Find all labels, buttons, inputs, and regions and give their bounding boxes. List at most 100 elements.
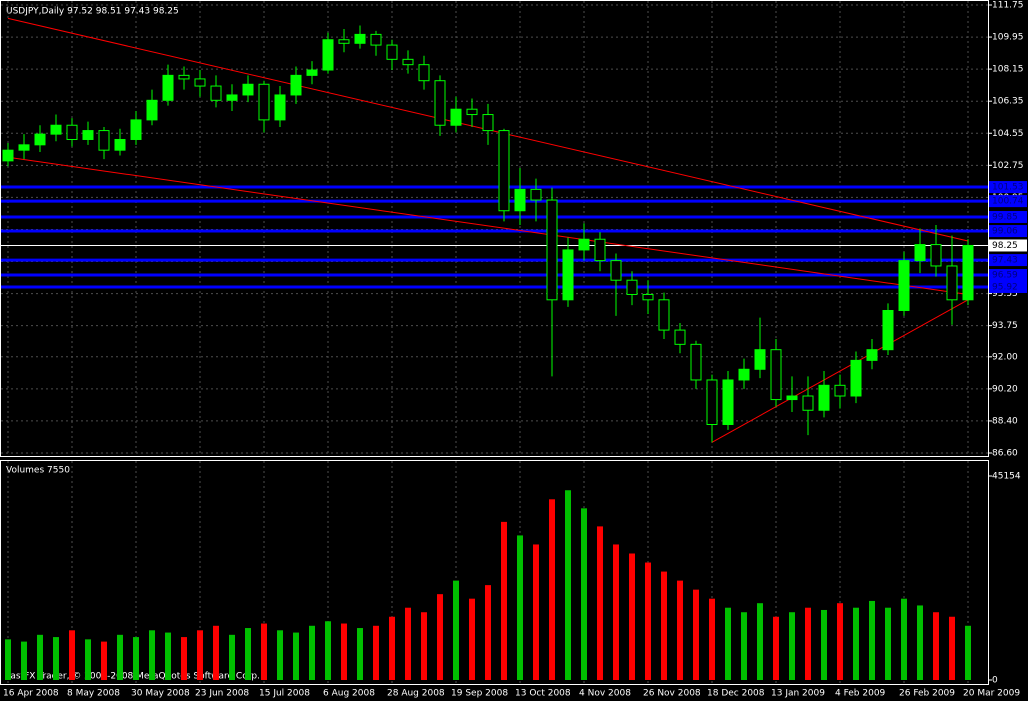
candle-body	[914, 244, 926, 262]
volume-bar	[21, 641, 27, 680]
volume-bar	[469, 598, 475, 680]
candle-body	[658, 299, 670, 331]
candle-body	[258, 83, 270, 121]
volume-bar	[101, 641, 107, 680]
volume-bar	[405, 607, 411, 680]
level-label: 97.43	[992, 256, 1018, 266]
level-label: 99.85	[992, 212, 1018, 222]
level-label: 96.59	[992, 271, 1018, 281]
volume-bar	[453, 580, 459, 680]
y-tick-label: 104.55	[992, 129, 1024, 139]
candle-body	[322, 39, 334, 71]
main-frame	[0, 0, 989, 457]
candle-body	[834, 384, 846, 397]
volume-bar	[901, 598, 907, 680]
candle-body	[194, 78, 206, 87]
candle-body	[546, 199, 558, 301]
x-tick-label: 13 Oct 2008	[515, 689, 571, 699]
candle-body	[370, 33, 382, 46]
volume-bar	[533, 544, 539, 680]
candle-body	[82, 130, 94, 140]
volume-bar	[357, 628, 363, 680]
x-tick-label: 4 Feb 2009	[835, 689, 886, 699]
volume-bar	[597, 526, 603, 680]
candle-body	[146, 99, 158, 121]
candle-body	[930, 244, 942, 267]
candle-body	[898, 260, 910, 311]
candle-body	[530, 188, 542, 201]
x-tick-label: 19 Sep 2008	[451, 689, 508, 699]
trendline	[711, 299, 969, 443]
candle-body	[338, 39, 350, 44]
candle-body	[466, 108, 478, 116]
y-tick-label: 90.20	[992, 384, 1018, 394]
volume-bar	[261, 623, 267, 680]
x-tick-label: 26 Nov 2008	[643, 689, 701, 699]
candle-body	[210, 85, 222, 101]
candle-body	[866, 349, 878, 361]
volume-bar	[709, 598, 715, 680]
level-label-box	[989, 195, 1027, 208]
x-tick-label: 30 May 2008	[131, 689, 190, 699]
trendline	[7, 156, 969, 295]
volume-bar	[69, 630, 75, 680]
x-tick-label: 13 Jan 2009	[771, 689, 825, 699]
level-label: 100.74	[992, 197, 1024, 207]
candle-body	[434, 80, 446, 126]
candle-body	[66, 124, 78, 140]
candle-body	[402, 58, 414, 66]
y-tick-label: 92.00	[992, 352, 1018, 362]
volume-bar	[309, 625, 315, 680]
level-label-box	[989, 225, 1027, 238]
volume-bar	[293, 632, 299, 680]
volume-bar	[933, 612, 939, 680]
level-label-box	[989, 280, 1027, 293]
y-tick-label: 93.75	[992, 321, 1018, 331]
volume-bar	[677, 580, 683, 680]
candle-body	[50, 124, 62, 135]
y-tick-label: 108.15	[992, 65, 1024, 75]
y-tick-label: 106.35	[992, 97, 1024, 107]
volume-bar	[85, 639, 91, 680]
volume-bar	[485, 585, 491, 680]
volume-bar	[789, 612, 795, 680]
y-tick-label: 109.95	[992, 33, 1024, 43]
volume-bar	[181, 637, 187, 680]
volume-bar	[629, 553, 635, 680]
candle-body	[274, 94, 286, 121]
volume-bar	[741, 612, 747, 680]
candle-body	[786, 395, 798, 401]
candle-body	[514, 188, 526, 212]
volume-frame	[0, 460, 989, 685]
candle-body	[178, 74, 190, 80]
candle-body	[962, 244, 974, 301]
level-label-box	[989, 210, 1027, 223]
volume-bar	[117, 634, 123, 680]
price-label: 98.25	[992, 241, 1018, 251]
candle-body	[818, 384, 830, 411]
x-tick-label: 8 May 2008	[67, 689, 120, 699]
volume-bar	[853, 607, 859, 680]
volume-bar	[5, 639, 11, 680]
x-tick-label: 28 Aug 2008	[387, 689, 445, 699]
candle-body	[770, 349, 782, 401]
volume-bar	[645, 562, 651, 680]
volume-bar	[549, 499, 555, 680]
y-tick-label: 111.75	[992, 1, 1024, 11]
volume-bar	[197, 630, 203, 680]
candle-body	[674, 329, 686, 345]
y-tick-label: 45154	[992, 472, 1021, 482]
volume-bar	[869, 600, 875, 680]
volume-bar	[581, 508, 587, 680]
volume-bar	[837, 603, 843, 680]
volume-bar	[325, 621, 331, 680]
volume-bar	[389, 616, 395, 680]
volume-bar	[341, 623, 347, 680]
candle-body	[882, 309, 894, 351]
candle-body	[498, 130, 510, 212]
level-label: 95.92	[992, 282, 1018, 292]
volume-bar	[805, 607, 811, 680]
candle-body	[754, 349, 766, 370]
volume-bar	[213, 625, 219, 680]
